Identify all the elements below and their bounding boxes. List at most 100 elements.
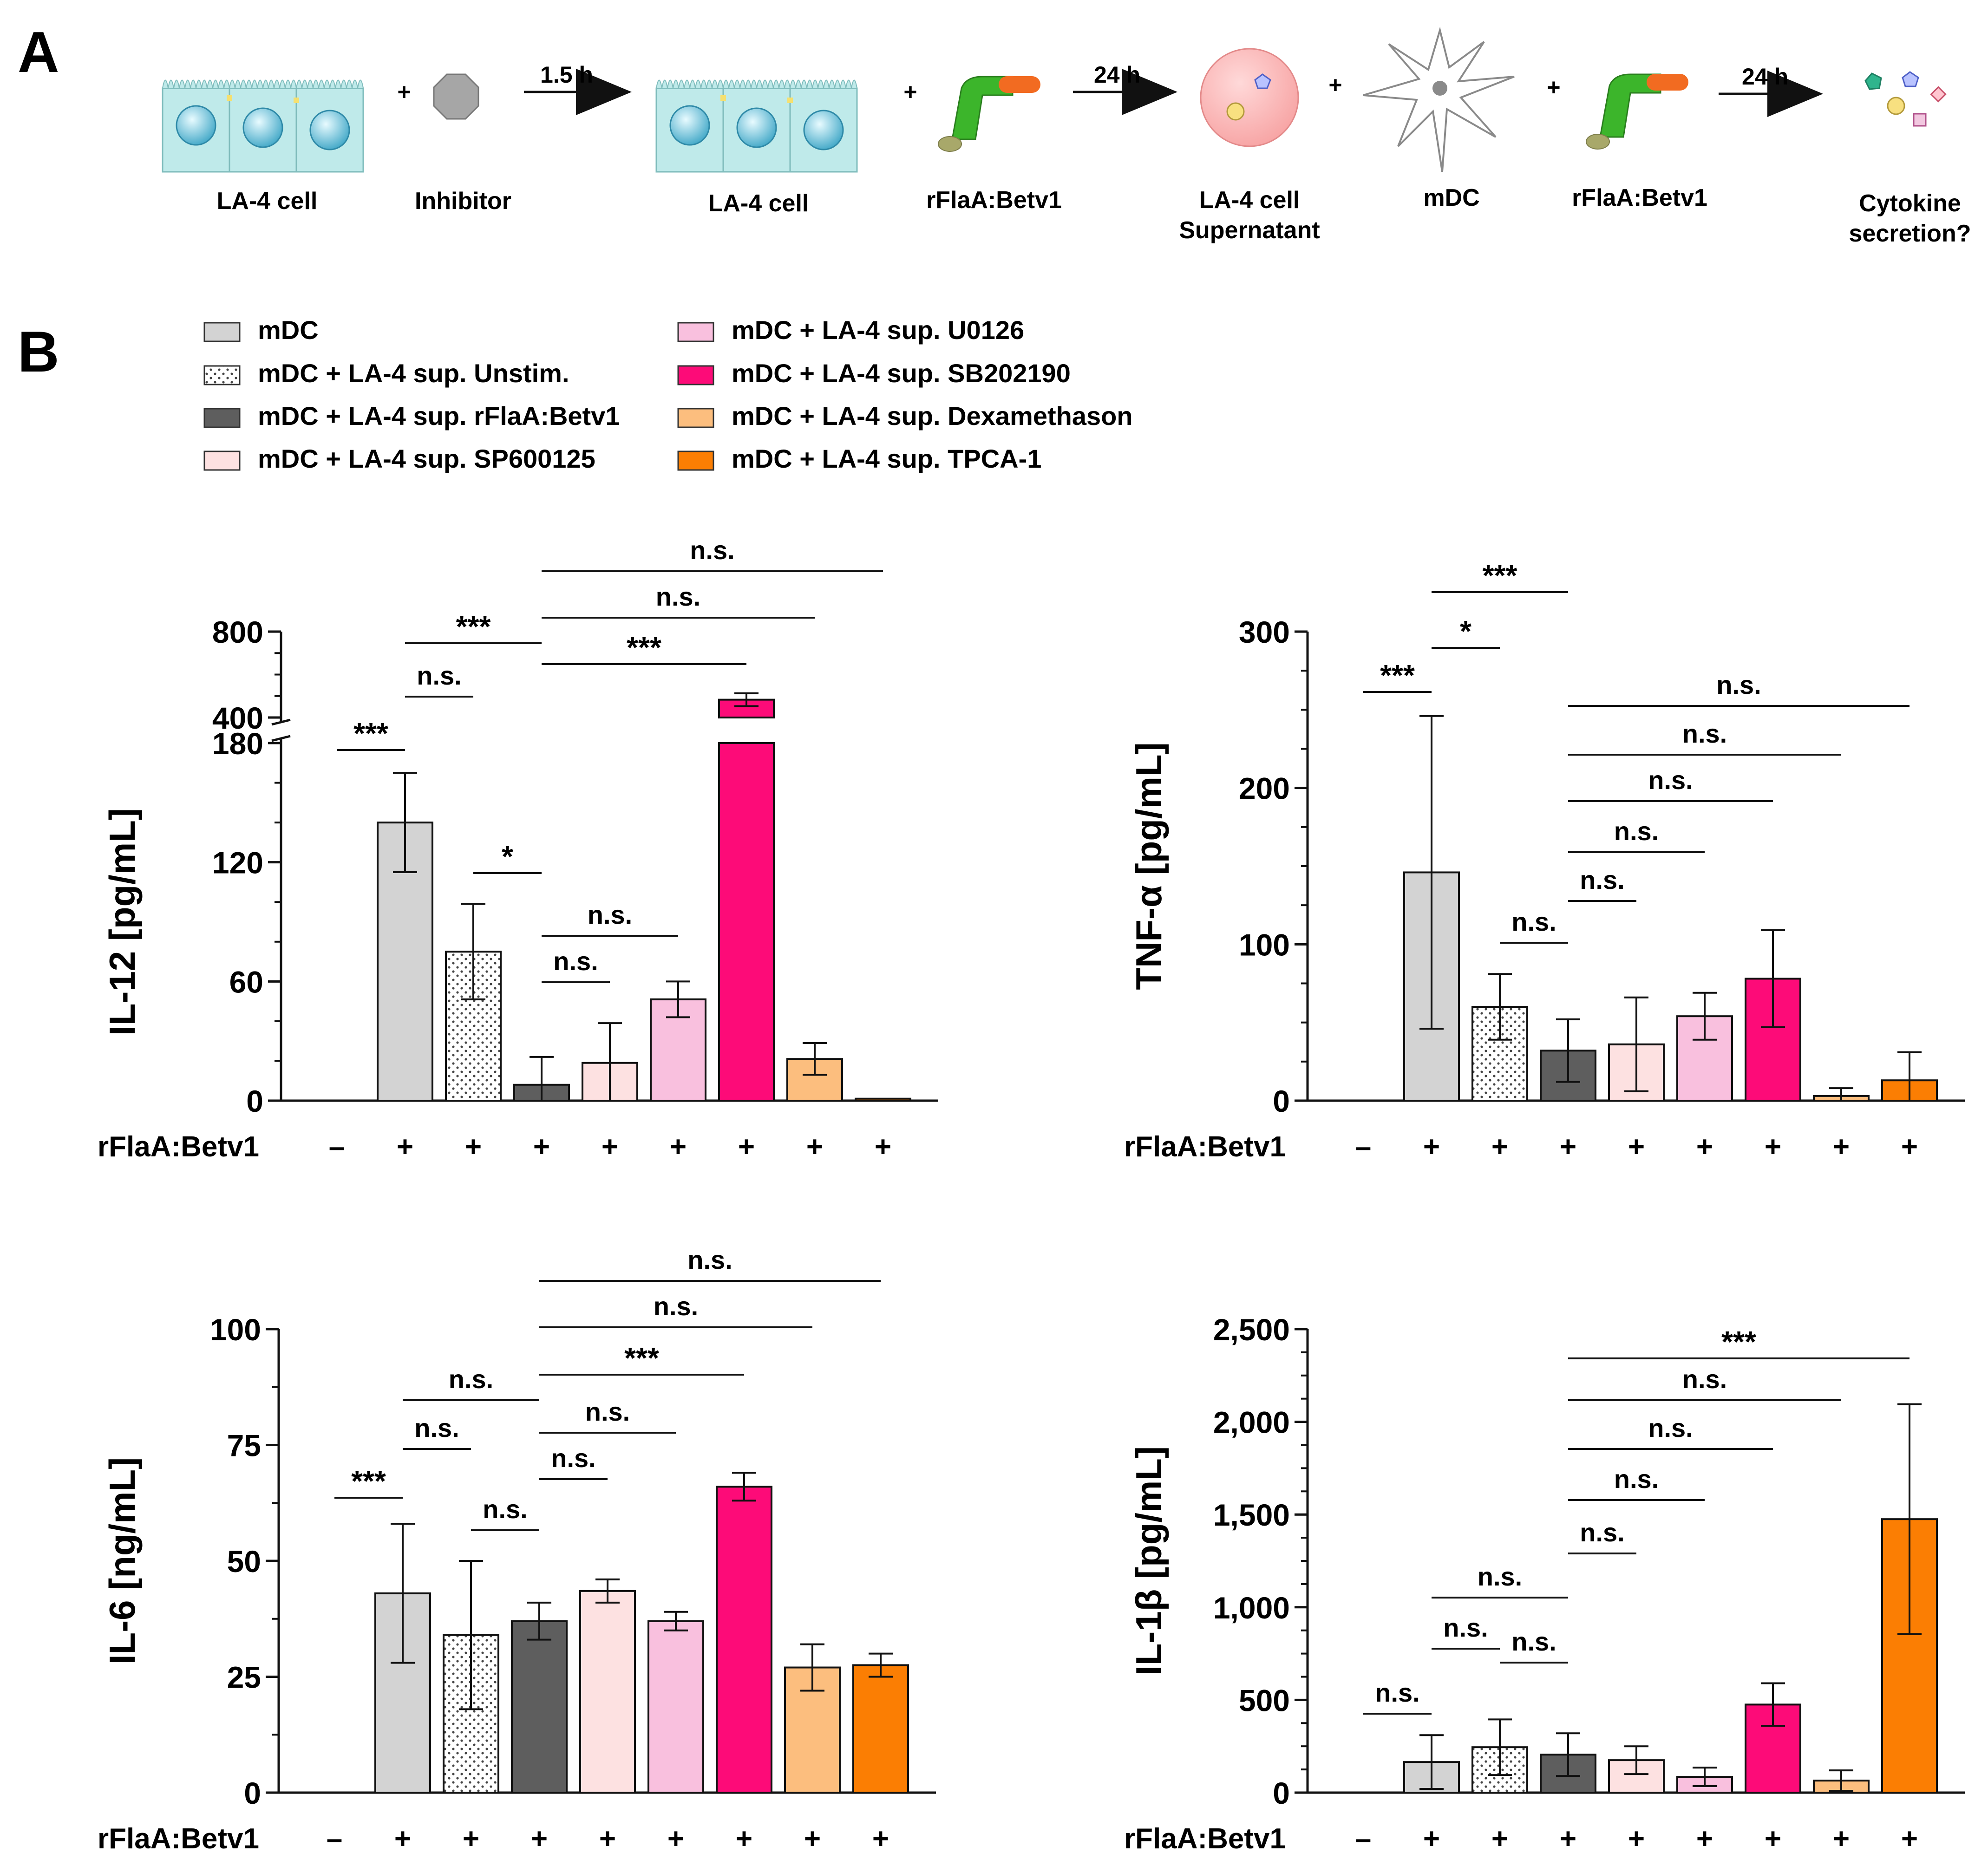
supernatant-icon [1200, 48, 1299, 147]
y-axis-title: IL-6 [ng/mL] [102, 1457, 143, 1664]
treatment-sign: – [1355, 1823, 1371, 1855]
y-tick-label: 300 [1239, 615, 1290, 649]
significance-label: n.s. [1682, 1364, 1727, 1394]
significance-label: n.s. [1682, 719, 1727, 748]
x-row-label: rFlaA:Betv1 [1124, 1131, 1286, 1163]
significance-label: n.s. [1511, 1627, 1556, 1656]
cytokine-icon [1864, 71, 1947, 127]
tnfa-chart: 0 100 200 300 TNF-α [pg/mL] – + + + + + + + + rFlaA:Be… [1124, 559, 1965, 1163]
la4-cell-icon-2 [655, 79, 858, 173]
treatment-sign: + [1423, 1131, 1440, 1163]
y-tick-label: 100 [1239, 927, 1290, 962]
significance-label: n.s. [687, 1245, 732, 1274]
y-tick-label: 50 [227, 1544, 261, 1579]
significance-label: *** [1721, 1325, 1756, 1358]
legend-label-2: mDC + LA-4 sup. rFlaA:Betv1 [258, 401, 620, 431]
significance-label: n.s. [414, 1413, 459, 1442]
x-row-label: rFlaA:Betv1 [1124, 1823, 1286, 1855]
y-tick-label: 2,500 [1213, 1312, 1290, 1347]
legend-swatch-2 [203, 408, 241, 428]
significance-label: *** [624, 1341, 659, 1375]
treatment-sign: + [1696, 1131, 1713, 1163]
y-tick-label: 800 [212, 615, 263, 649]
significance-label: n.s. [553, 946, 598, 976]
legend-swatch-6 [677, 408, 714, 428]
treatment-sign: + [1901, 1823, 1918, 1855]
treatment-sign: + [1491, 1131, 1508, 1163]
significance-label: n.s. [654, 1292, 698, 1321]
legend-label-4: mDC + LA-4 sup. U0126 [732, 315, 1024, 345]
bar [511, 1620, 568, 1794]
arrow-3-label: 24 h [1742, 64, 1788, 90]
treatment-sign: – [1355, 1131, 1371, 1163]
significance-label: n.s. [551, 1443, 595, 1473]
treatment-sign: + [736, 1823, 752, 1855]
label-la4-cell-2: LA-4 cell [708, 190, 809, 217]
y-tick-label: 2,000 [1213, 1405, 1290, 1440]
label-la4-cell: LA-4 cell [217, 188, 318, 215]
y-tick-label: 180 [212, 726, 263, 761]
significance-label: * [502, 840, 513, 873]
significance-label: n.s. [417, 661, 461, 690]
treatment-sign: + [806, 1131, 823, 1163]
bar [852, 1664, 909, 1794]
treatment-sign: + [1901, 1131, 1918, 1163]
treatment-sign: + [1628, 1131, 1645, 1163]
significance-label: n.s. [1580, 865, 1624, 894]
label-inhibitor: Inhibitor [415, 188, 511, 215]
treatment-sign: + [1628, 1823, 1645, 1855]
label-supernatant-1: LA-4 cell [1199, 187, 1300, 214]
legend-swatch-7 [677, 450, 714, 471]
treatment-sign: + [1696, 1823, 1713, 1855]
arrow-2-label: 24 h [1094, 62, 1140, 88]
significance-label: *** [353, 717, 388, 750]
plus-sign-2: + [903, 79, 917, 105]
label-cytokine-1: Cytokine [1859, 190, 1961, 217]
treatment-sign: + [533, 1131, 550, 1163]
treatment-sign: + [1765, 1823, 1781, 1855]
la4-cell-icon [162, 79, 364, 173]
treatment-sign: + [1423, 1823, 1440, 1855]
significance-label: n.s. [1511, 907, 1556, 936]
plus-sign: + [397, 79, 411, 105]
significance-label: *** [1380, 659, 1415, 692]
y-tick-label: 100 [210, 1312, 261, 1347]
y-tick-label: 200 [1239, 771, 1290, 806]
y-tick-label: 1,500 [1213, 1498, 1290, 1532]
significance-label: n.s. [483, 1494, 527, 1524]
legend-swatch-5 [677, 365, 714, 385]
legend-swatch-0 [203, 322, 241, 342]
bar [718, 742, 775, 1102]
y-tick-label: 0 [1273, 1084, 1290, 1118]
inhibitor-icon [433, 73, 479, 120]
treatment-sign: + [465, 1131, 482, 1163]
bar [579, 1590, 636, 1794]
significance-label: n.s. [1648, 1413, 1693, 1442]
legend-label-1: mDC + LA-4 sup. Unstim. [258, 359, 569, 388]
treatment-sign: + [1765, 1131, 1781, 1163]
label-cytokine-2: secretion? [1849, 220, 1971, 247]
treatment-sign: + [531, 1823, 548, 1855]
legend-swatch-3 [203, 450, 241, 471]
significance-label: n.s. [1614, 816, 1659, 846]
plus-sign-4: + [1547, 74, 1560, 100]
treatment-sign: + [738, 1131, 755, 1163]
panel-b-label: B [18, 320, 59, 384]
significance-label: n.s. [1478, 1562, 1522, 1591]
significance-label: n.s. [1614, 1464, 1659, 1494]
significance-label: n.s. [1648, 765, 1693, 795]
plus-sign-3: + [1328, 72, 1342, 98]
label-mdc: mDC [1423, 184, 1479, 211]
il1b-chart: 0 500 1,000 1,500 2,000 2,500 IL-1β [pg/mL] – + +… [1124, 1312, 1965, 1855]
treatment-sign: + [667, 1823, 684, 1855]
y-tick-label: 60 [229, 965, 263, 999]
y-axis-title: IL-1β [pg/mL] [1128, 1446, 1169, 1676]
legend-label-6: mDC + LA-4 sup. Dexamethason [732, 401, 1133, 431]
y-tick-label: 0 [246, 1084, 263, 1118]
y-tick-label: 400 [212, 701, 263, 735]
axis-break-mark [271, 718, 291, 726]
significance-label: *** [1483, 559, 1517, 592]
legend-swatch-1 [203, 365, 241, 385]
